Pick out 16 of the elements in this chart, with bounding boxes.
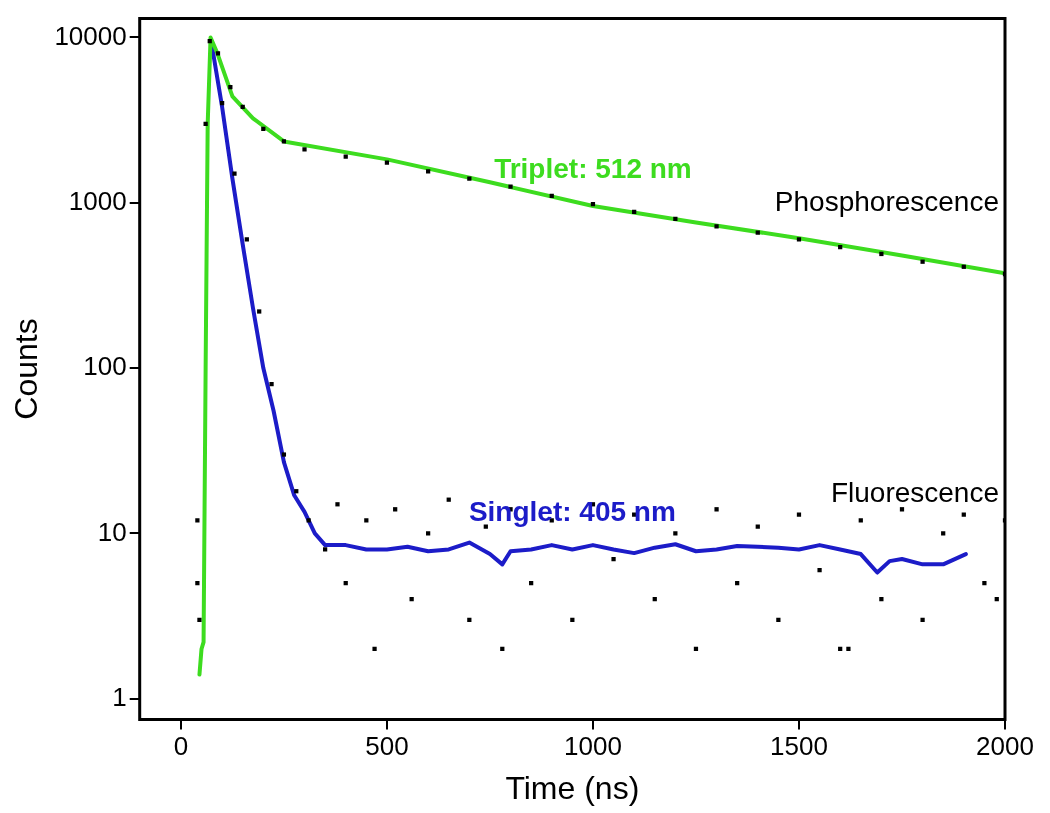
y-tick-label: 1000 <box>68 185 127 216</box>
x-axis-title: Time (ns) <box>505 769 640 806</box>
y-tick-label: 100 <box>83 351 127 382</box>
x-tick-label: 500 <box>365 731 409 762</box>
series-label: Singlet: 405 nm <box>468 496 676 528</box>
y-axis-title: Counts <box>8 318 45 420</box>
x-tick-label: 1500 <box>770 731 828 762</box>
x-tick-label: 2000 <box>976 731 1034 762</box>
annotation: Phosphorescence <box>774 185 999 217</box>
x-tick-label: 0 <box>173 731 189 762</box>
y-tick-label: 10000 <box>54 20 127 51</box>
x-tick-label: 1000 <box>564 731 622 762</box>
annotation: Fluorescence <box>830 476 999 508</box>
series-label: Triplet: 512 nm <box>494 152 692 184</box>
y-tick-label: 1 <box>112 681 127 712</box>
y-tick-label: 10 <box>97 516 127 547</box>
